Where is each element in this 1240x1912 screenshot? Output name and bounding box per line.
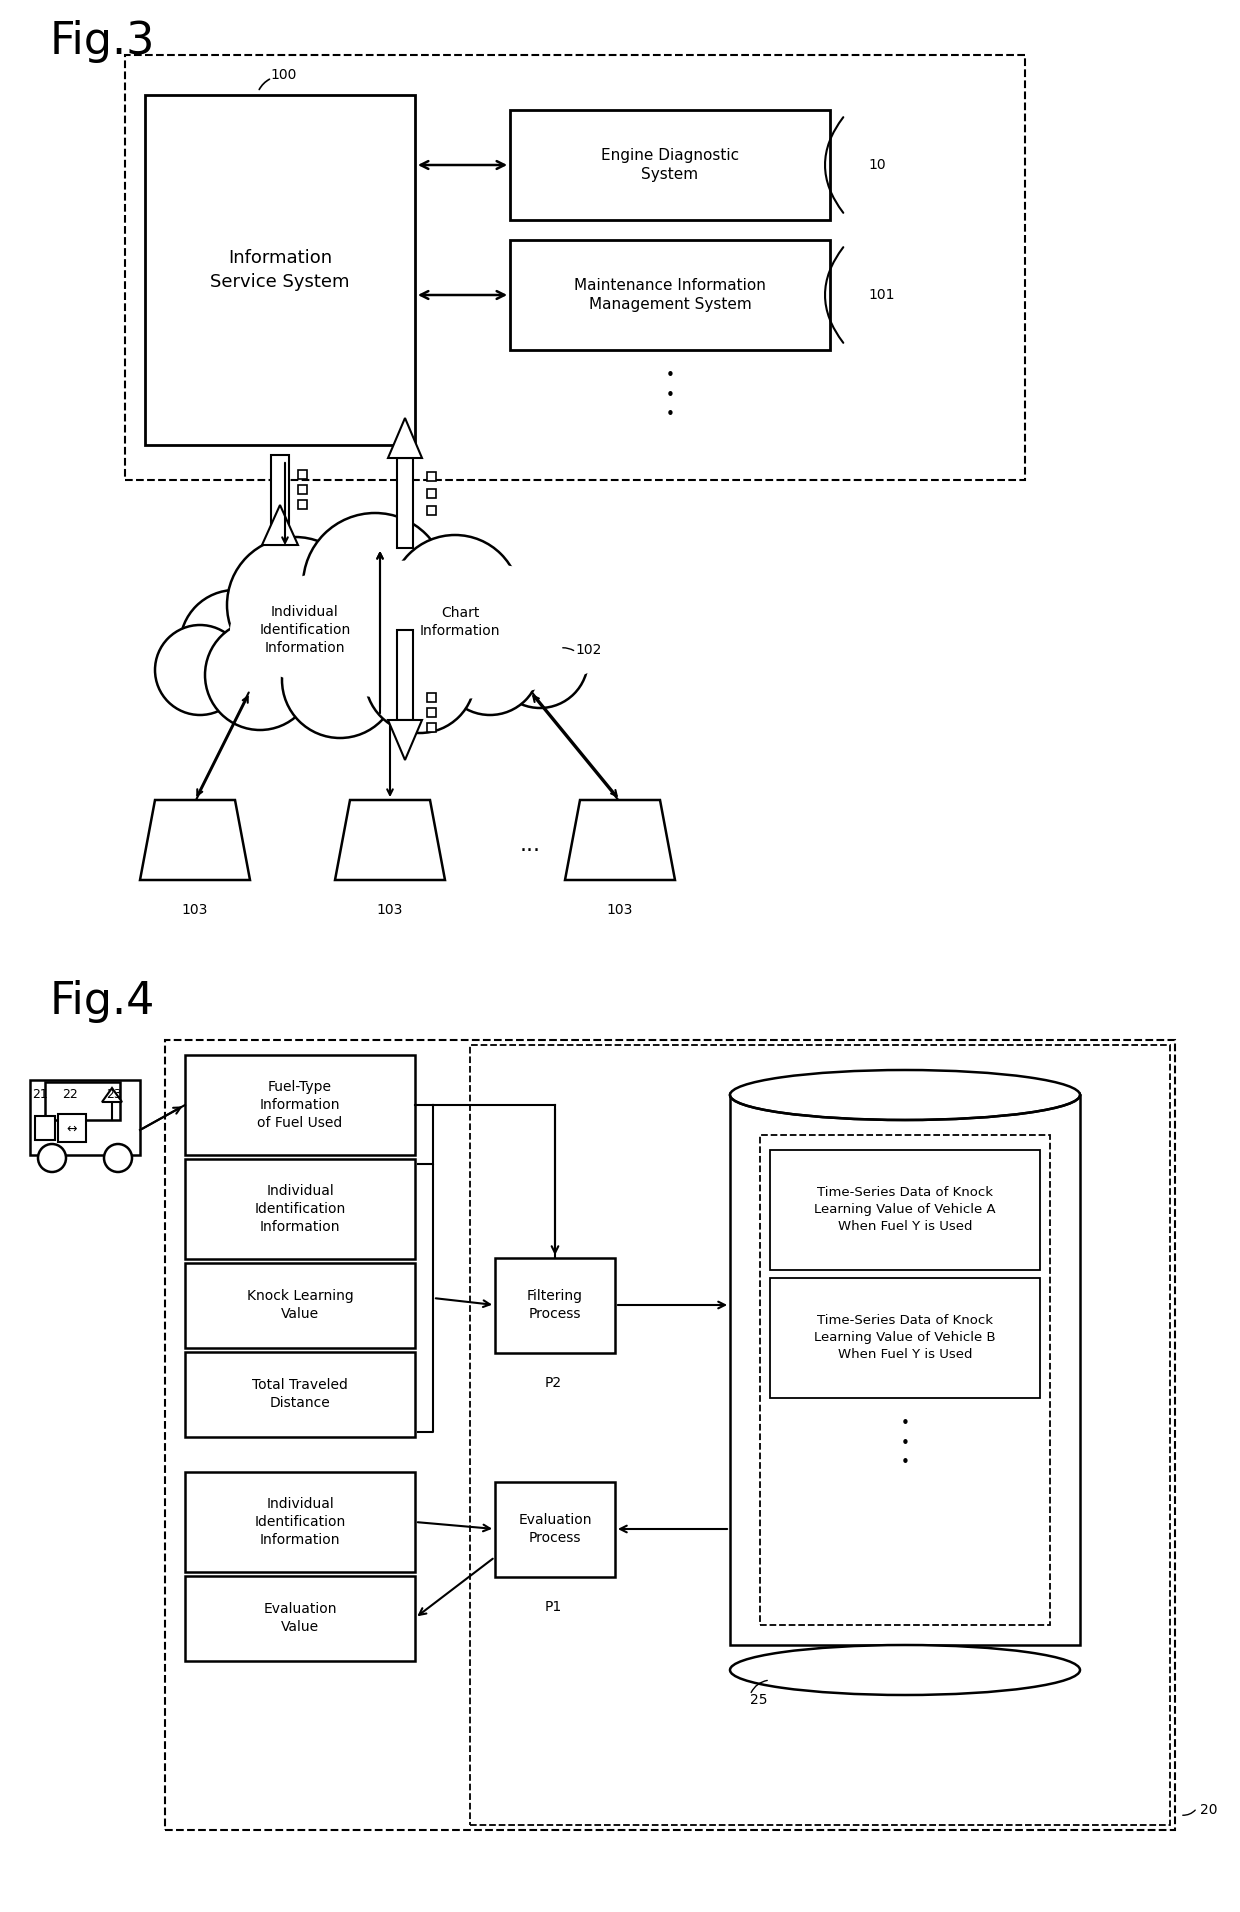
Circle shape bbox=[281, 621, 398, 738]
Circle shape bbox=[104, 1143, 131, 1172]
Bar bbox=[427, 472, 436, 482]
Text: Evaluation
Process: Evaluation Process bbox=[518, 1512, 591, 1545]
Text: Fig.4: Fig.4 bbox=[50, 981, 155, 1023]
Polygon shape bbox=[335, 799, 445, 880]
Text: 103: 103 bbox=[606, 902, 634, 918]
Text: Evaluation
Value: Evaluation Value bbox=[263, 1602, 337, 1635]
Bar bbox=[770, 1277, 1040, 1398]
Text: 25: 25 bbox=[750, 1692, 768, 1707]
Polygon shape bbox=[140, 799, 250, 880]
Text: Maintenance Information
Management System: Maintenance Information Management Syste… bbox=[574, 277, 766, 312]
Text: Chart
Information: Chart Information bbox=[420, 606, 500, 639]
Text: 103: 103 bbox=[377, 902, 403, 918]
Bar bbox=[427, 489, 436, 497]
Text: Individual
Identification
Information: Individual Identification Information bbox=[259, 604, 351, 656]
Circle shape bbox=[391, 535, 520, 665]
Text: Time-Series Data of Knock
Learning Value of Vehicle A
When Fuel Y is Used: Time-Series Data of Knock Learning Value… bbox=[815, 1187, 996, 1233]
Circle shape bbox=[227, 537, 363, 673]
Polygon shape bbox=[388, 721, 422, 759]
Text: •
•
•: • • • bbox=[900, 1415, 909, 1470]
Bar bbox=[427, 723, 436, 732]
Bar bbox=[510, 241, 830, 350]
Text: P1: P1 bbox=[546, 1600, 562, 1614]
Circle shape bbox=[492, 612, 588, 707]
Bar bbox=[185, 1575, 415, 1662]
Circle shape bbox=[38, 1143, 66, 1172]
Text: •
•
•: • • • bbox=[666, 367, 675, 423]
Bar bbox=[397, 629, 413, 721]
Ellipse shape bbox=[229, 560, 630, 700]
Text: 22: 22 bbox=[62, 1088, 78, 1101]
Ellipse shape bbox=[730, 1071, 1080, 1120]
Bar bbox=[45, 1082, 120, 1120]
Bar bbox=[470, 1046, 1171, 1824]
Bar bbox=[495, 1258, 615, 1354]
Ellipse shape bbox=[730, 1644, 1080, 1696]
Polygon shape bbox=[262, 505, 298, 545]
Bar bbox=[185, 1055, 415, 1155]
Text: Information
Service System: Information Service System bbox=[211, 249, 350, 291]
Text: 101: 101 bbox=[868, 289, 894, 302]
Bar bbox=[730, 1096, 1080, 1644]
Circle shape bbox=[440, 616, 539, 715]
Bar bbox=[730, 1069, 1080, 1096]
Bar bbox=[298, 486, 308, 493]
Circle shape bbox=[205, 619, 315, 730]
Bar bbox=[58, 1115, 86, 1141]
Bar bbox=[125, 55, 1025, 480]
Text: 20: 20 bbox=[1200, 1803, 1218, 1816]
Bar bbox=[185, 1159, 415, 1258]
Text: 102: 102 bbox=[575, 642, 601, 658]
Text: ...: ... bbox=[520, 836, 541, 855]
Circle shape bbox=[180, 591, 290, 700]
Text: ↔: ↔ bbox=[67, 1122, 77, 1136]
Bar bbox=[185, 1264, 415, 1348]
Text: Filtering
Process: Filtering Process bbox=[527, 1289, 583, 1321]
Text: 103: 103 bbox=[182, 902, 208, 918]
Text: 10: 10 bbox=[868, 159, 885, 172]
Bar bbox=[185, 1352, 415, 1438]
Bar bbox=[510, 111, 830, 220]
Polygon shape bbox=[565, 799, 675, 880]
Bar bbox=[760, 1136, 1050, 1625]
Text: 23: 23 bbox=[105, 1088, 122, 1101]
Text: Knock Learning
Value: Knock Learning Value bbox=[247, 1289, 353, 1321]
Bar bbox=[427, 507, 436, 514]
Bar bbox=[298, 501, 308, 509]
Text: 100: 100 bbox=[270, 69, 296, 82]
Text: 21: 21 bbox=[32, 1088, 48, 1101]
Bar bbox=[427, 692, 436, 702]
Bar bbox=[35, 1117, 55, 1140]
Bar bbox=[145, 96, 415, 445]
Polygon shape bbox=[388, 419, 422, 459]
Bar bbox=[495, 1482, 615, 1577]
Circle shape bbox=[303, 512, 446, 658]
Text: Fuel-Type
Information
of Fuel Used: Fuel-Type Information of Fuel Used bbox=[258, 1080, 342, 1130]
Text: Engine Diagnostic
System: Engine Diagnostic System bbox=[601, 147, 739, 182]
Bar bbox=[185, 1472, 415, 1572]
Circle shape bbox=[155, 625, 246, 715]
Ellipse shape bbox=[185, 539, 615, 721]
Circle shape bbox=[365, 623, 475, 732]
Bar bbox=[427, 707, 436, 717]
Bar bbox=[30, 1080, 140, 1155]
Text: Fig.3: Fig.3 bbox=[50, 19, 155, 63]
Polygon shape bbox=[102, 1088, 122, 1101]
Bar bbox=[272, 455, 289, 545]
Bar bbox=[298, 470, 308, 480]
Text: Individual
Identification
Information: Individual Identification Information bbox=[254, 1497, 346, 1547]
Bar bbox=[397, 459, 413, 549]
Bar bbox=[770, 1149, 1040, 1270]
Text: Individual
Identification
Information: Individual Identification Information bbox=[254, 1184, 346, 1235]
Text: Time-Series Data of Knock
Learning Value of Vehicle B
When Fuel Y is Used: Time-Series Data of Knock Learning Value… bbox=[815, 1315, 996, 1361]
Text: Total Traveled
Distance: Total Traveled Distance bbox=[252, 1379, 348, 1411]
Circle shape bbox=[455, 576, 565, 684]
Text: P2: P2 bbox=[546, 1377, 562, 1390]
Bar bbox=[165, 1040, 1176, 1830]
